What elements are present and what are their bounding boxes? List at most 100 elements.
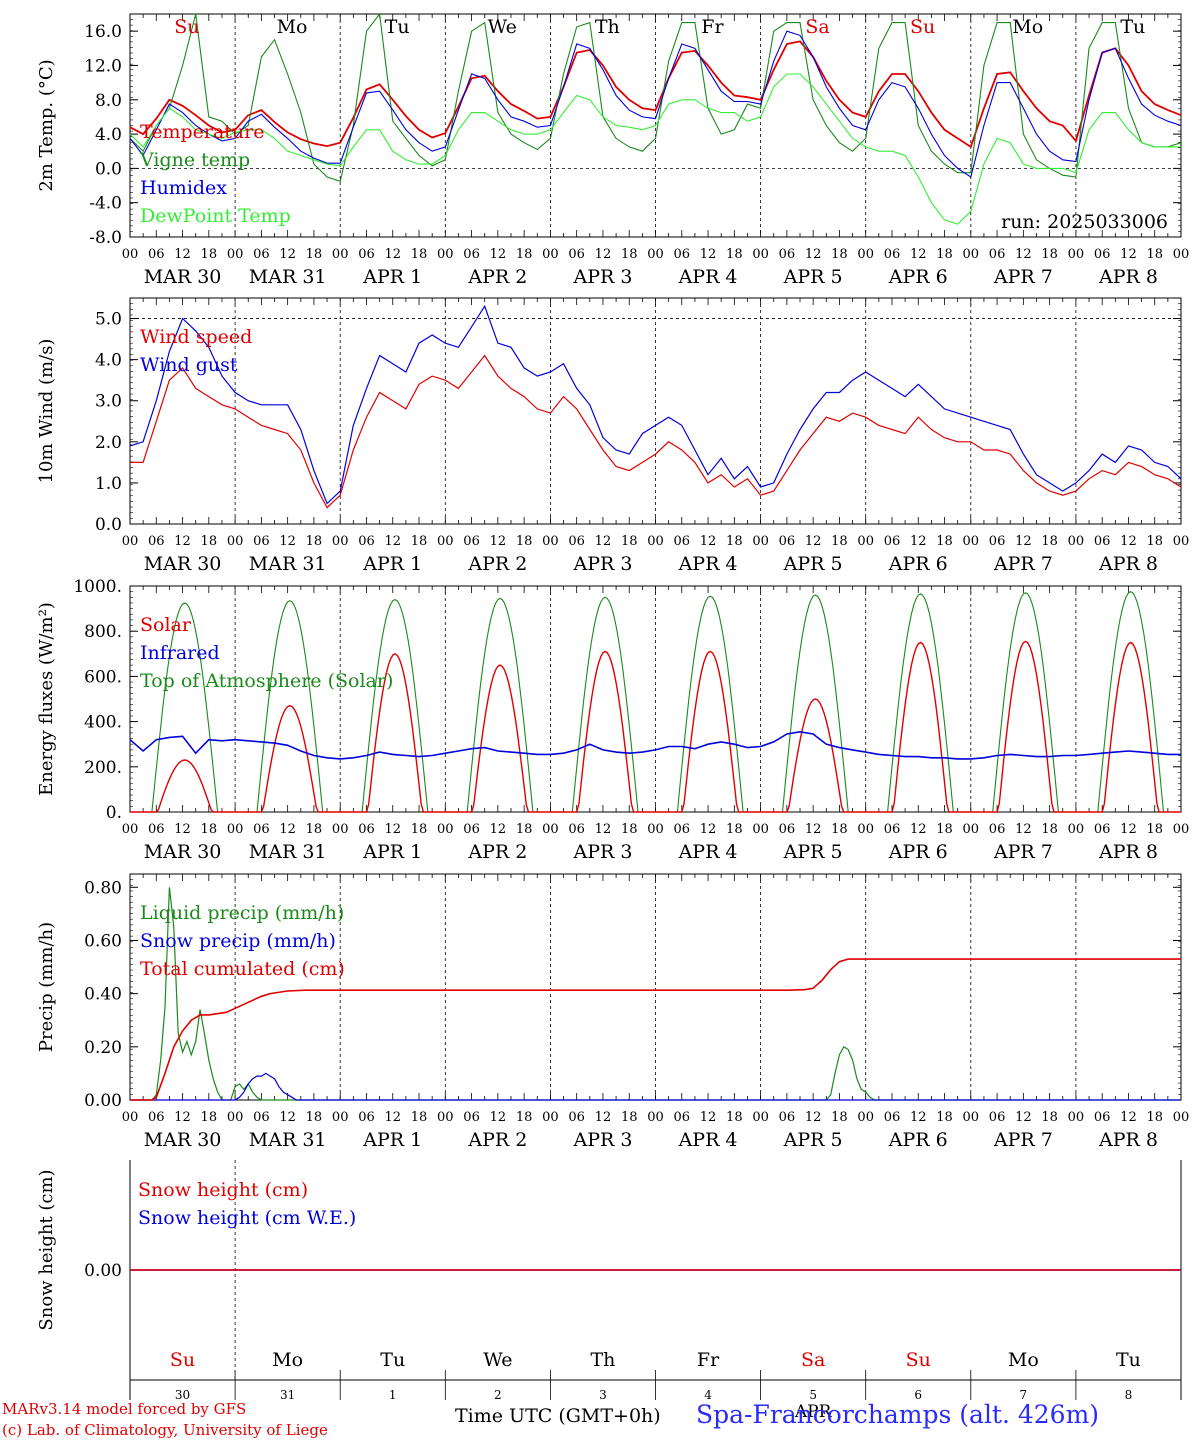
hour-label: 12: [1015, 1110, 1032, 1125]
date-label: APR 6: [888, 553, 948, 575]
hour-label: 06: [989, 822, 1006, 837]
hour-label: 12: [279, 1110, 296, 1125]
date-label: APR 1: [362, 266, 422, 288]
hour-label: 00: [227, 822, 244, 837]
hour-label: 06: [358, 247, 375, 262]
day-number: 7: [1020, 1388, 1028, 1402]
hour-label: 12: [174, 1110, 191, 1125]
date-label: APR 6: [888, 266, 948, 288]
legend-entry: Vigne temp: [139, 149, 250, 171]
hour-label: 18: [831, 822, 848, 837]
panel-3: Energy fluxes (W/m²): [36, 585, 1182, 813]
hour-label: 18: [411, 534, 428, 549]
y-tick-label: 200.: [84, 758, 122, 778]
run-annotation: run: 2025033006: [1001, 211, 1168, 233]
day-label: Mo: [1008, 1349, 1039, 1371]
hour-label: 06: [779, 534, 796, 549]
date-label: APR 2: [467, 1129, 527, 1151]
y-tick-label: 0.00: [84, 1261, 122, 1281]
hour-label: 12: [700, 1110, 717, 1125]
hour-label: 12: [490, 247, 507, 262]
hour-label: 00: [437, 1110, 454, 1125]
hour-label: 18: [726, 534, 743, 549]
day-number: 4: [704, 1388, 712, 1402]
hour-label: 12: [700, 822, 717, 837]
hour-label: 18: [201, 247, 218, 262]
hour-label: 12: [700, 247, 717, 262]
y-tick-label: 0.: [106, 803, 122, 823]
hour-label: 00: [752, 822, 769, 837]
hour-label: 06: [463, 534, 480, 549]
hour-label: 00: [963, 1110, 980, 1125]
hour-label: 06: [674, 1110, 691, 1125]
day-number: 3: [599, 1388, 607, 1402]
day-label: Mo: [272, 1349, 303, 1371]
legend-entry: Snow height (cm): [138, 1179, 308, 1201]
y-tick-label: 4.0: [95, 351, 122, 371]
hour-label: 12: [174, 822, 191, 837]
hour-label: 00: [857, 247, 874, 262]
date-label: APR 5: [783, 841, 843, 863]
series-line-snow-precip-mm-h-: [130, 1072, 1181, 1101]
y-tick-label: 8.0: [95, 91, 122, 111]
series-line-wind-speed: [130, 354, 1182, 509]
date-label: APR 7: [993, 1129, 1053, 1151]
legend-entry: Liquid precip (mm/h): [140, 902, 344, 924]
hour-label: 18: [306, 247, 323, 262]
date-label: APR 5: [783, 553, 843, 575]
hour-label: 18: [306, 822, 323, 837]
hour-label: 00: [437, 247, 454, 262]
hour-label: 18: [1146, 822, 1163, 837]
hour-label: 00: [752, 1110, 769, 1125]
y-tick-label: 1000.: [73, 577, 122, 597]
hour-label: 06: [463, 247, 480, 262]
legend-entry: DewPoint Temp: [140, 205, 291, 227]
date-label: APR 6: [888, 1129, 948, 1151]
time-axis-label: Time UTC (GMT+0h): [455, 1405, 661, 1427]
y-tick-label: 0.80: [84, 878, 122, 898]
y-axis-label: 2m Temp. (°C): [36, 59, 57, 191]
hour-label: 00: [1068, 534, 1085, 549]
legend-entry: Snow precip (mm/h): [140, 930, 336, 952]
hour-label: 06: [253, 247, 270, 262]
y-tick-label: 0.60: [84, 931, 122, 951]
hour-label: 00: [227, 247, 244, 262]
series-line-total-cumulated-cm-: [130, 958, 1181, 1101]
day-label: Su: [906, 1349, 931, 1371]
hour-label: 06: [779, 822, 796, 837]
hour-label: 06: [568, 822, 585, 837]
hour-label: 12: [805, 534, 822, 549]
legend-entry: Solar: [140, 614, 192, 636]
hour-label: 00: [542, 247, 559, 262]
y-tick-label: 12.0: [84, 56, 122, 76]
date-label: APR 1: [362, 553, 422, 575]
day-label: Fr: [701, 16, 724, 38]
hour-label: 18: [411, 247, 428, 262]
hour-label: 12: [1015, 534, 1032, 549]
hour-label: 12: [805, 247, 822, 262]
y-axis-label: Snow height (cm): [36, 1169, 57, 1330]
hour-label: 12: [910, 822, 927, 837]
hour-label: 00: [332, 1110, 349, 1125]
hour-label: 12: [1015, 822, 1032, 837]
date-label: APR 6: [888, 841, 948, 863]
lab-credit: (c) Lab. of Climatology, University of L…: [2, 1421, 328, 1439]
hour-label: 00: [752, 534, 769, 549]
day-label: Su: [170, 1349, 195, 1371]
hour-label: 06: [568, 534, 585, 549]
day-label: Tu: [385, 16, 410, 38]
hour-label: 06: [1094, 534, 1111, 549]
hour-label: 12: [595, 822, 612, 837]
date-label: APR 5: [783, 1129, 843, 1151]
hour-label: 00: [1173, 822, 1190, 837]
legend-entry: Humidex: [140, 177, 227, 199]
hour-label: 06: [884, 822, 901, 837]
hour-label: 18: [306, 1110, 323, 1125]
y-tick-label: 0.0: [95, 159, 122, 179]
y-axis-label: 10m Wind (m/s): [36, 339, 57, 484]
hour-label: 12: [384, 1110, 401, 1125]
hour-label: 12: [279, 534, 296, 549]
hour-label: 12: [1120, 247, 1137, 262]
hour-label: 00: [332, 534, 349, 549]
